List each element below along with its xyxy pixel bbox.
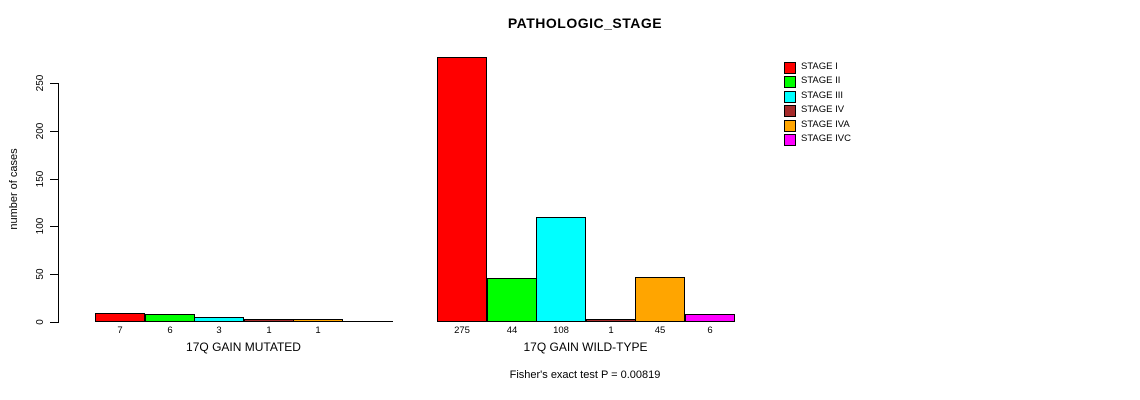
fisher-test-annotation: Fisher's exact test P = 0.00819 [509, 369, 661, 381]
legend-swatch [784, 120, 796, 132]
bar-stage-iii [536, 217, 586, 322]
bar-stage-iva [635, 277, 685, 322]
bar-value-label: 44 [506, 325, 518, 336]
legend-swatch [784, 62, 796, 74]
legend-swatch [784, 91, 796, 103]
y-tick-label: 250 [35, 74, 46, 92]
bar-value-label: 6 [707, 325, 713, 336]
y-tick-mark [50, 178, 58, 180]
bar-stage-iva [293, 319, 343, 322]
bar-stage-iii [194, 317, 244, 322]
bar-stage-ii [487, 278, 537, 322]
y-tick-mark [50, 226, 58, 228]
bar-value-label: 1 [315, 325, 321, 336]
bar-stage-ivc [685, 314, 735, 322]
bar-stage-i [437, 57, 487, 322]
legend-swatch [784, 134, 796, 146]
bar-zero-height [343, 321, 393, 322]
bar-stage-iv [244, 319, 294, 322]
group-label: 17Q GAIN MUTATED [186, 340, 301, 354]
legend-label: STAGE II [801, 75, 841, 86]
bar-stage-ii [145, 314, 195, 322]
y-tick-mark [50, 274, 58, 276]
legend-label: STAGE I [801, 61, 838, 72]
bar-value-label: 1 [608, 325, 614, 336]
y-tick-mark [50, 83, 58, 84]
legend-label: STAGE IV [801, 104, 845, 115]
bar-value-label: 3 [216, 325, 222, 336]
group-label: 17Q GAIN WILD-TYPE [523, 340, 648, 354]
bar-value-label: 108 [553, 325, 569, 336]
chart-title: PATHOLOGIC_STAGE [507, 15, 663, 31]
legend-label: STAGE IVA [801, 119, 850, 130]
y-tick-label: 200 [35, 122, 46, 140]
y-tick-mark [50, 322, 58, 323]
legend-label: STAGE IVC [801, 133, 851, 144]
bar-stage-iv [586, 319, 636, 322]
legend-label: STAGE III [801, 90, 844, 101]
bar-value-label: 275 [454, 325, 470, 336]
bar-stage-i [95, 313, 145, 322]
y-tick-label: 0 [35, 319, 46, 325]
y-tick-label: 150 [35, 170, 46, 187]
bar-value-label: 7 [117, 325, 123, 336]
y-tick-label: 100 [35, 218, 46, 235]
legend-swatch [784, 76, 796, 88]
y-axis-label: number of cases [8, 148, 20, 230]
y-tick-label: 50 [35, 268, 46, 280]
y-axis-line [58, 83, 59, 323]
bar-value-label: 45 [654, 325, 666, 336]
legend-swatch [784, 105, 796, 117]
y-tick-mark [50, 130, 58, 132]
bar-value-label: 1 [266, 325, 272, 336]
bar-value-label: 6 [167, 325, 173, 336]
